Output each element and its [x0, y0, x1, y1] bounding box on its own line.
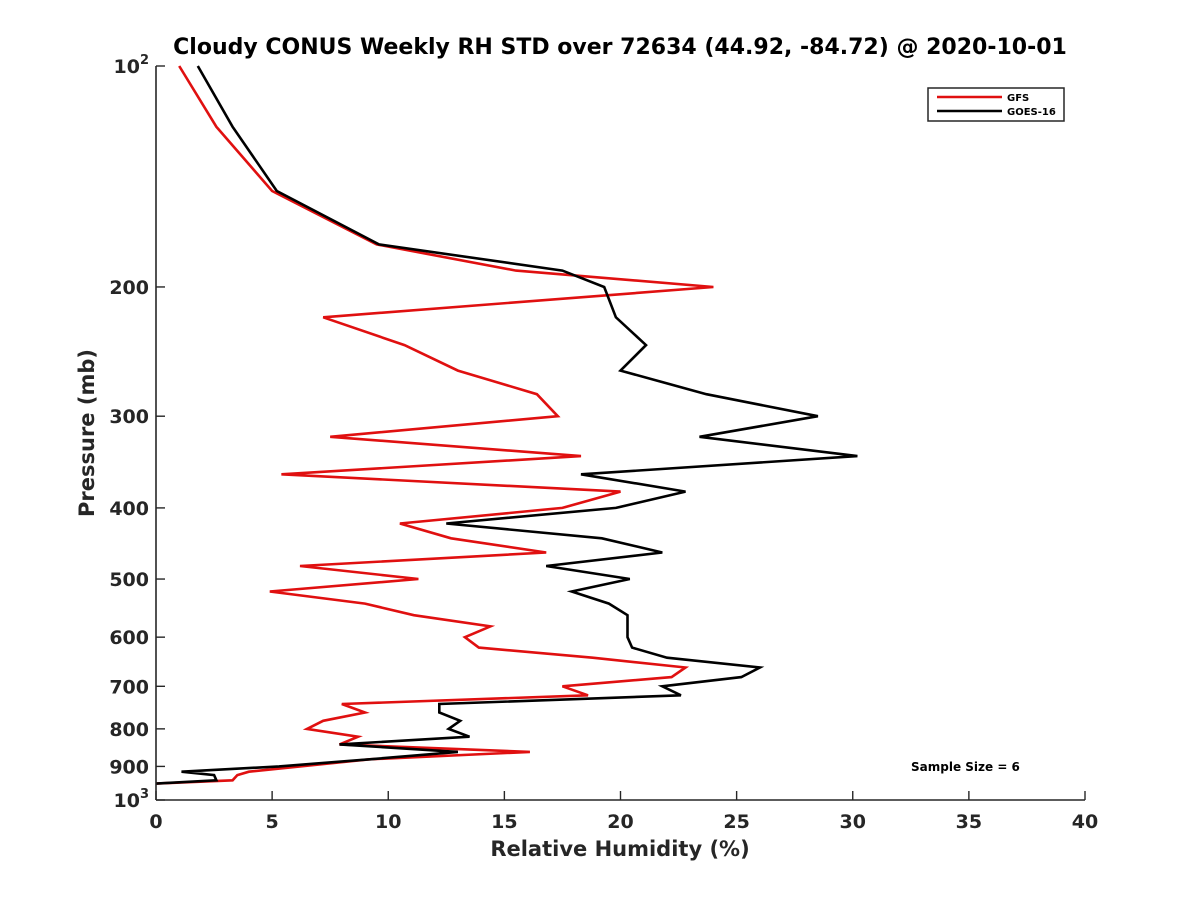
y-tick-label: 500	[109, 569, 149, 591]
y-tick-label: 103	[114, 787, 150, 812]
x-tick-label: 5	[266, 811, 279, 833]
x-tick-label: 35	[956, 811, 982, 833]
ticks-layer: 0 5 10 15 20 25 30 35 40 102 200 300 400 500 600 700 800…	[109, 53, 1098, 833]
x-tick-label: 20	[607, 811, 633, 833]
legend-label-gfs: GFS	[1007, 93, 1029, 104]
legend-label-goes16: GOES-16	[1007, 107, 1056, 118]
plot-area	[156, 66, 1085, 800]
y-tick-label: 102	[114, 53, 150, 78]
legend-box	[927, 87, 1065, 122]
chart-title: Cloudy CONUS Weekly RH STD over 72634 (4…	[173, 35, 1067, 60]
x-tick-label: 0	[149, 811, 162, 833]
series-line-goes16	[155, 65, 858, 785]
x-axis-label: Relative Humidity (%)	[490, 837, 749, 861]
x-tick-label: 25	[723, 811, 749, 833]
y-tick-label: 900	[109, 756, 149, 778]
y-axis-label: Pressure (mb)	[75, 349, 99, 517]
y-tick-label: 800	[109, 719, 149, 741]
legend: GFS GOES-16	[927, 87, 1065, 122]
x-tick-label: 40	[1072, 811, 1098, 833]
y-tick-label: 700	[109, 676, 149, 698]
x-tick-label: 30	[840, 811, 866, 833]
sample-size-annotation: Sample Size = 6	[911, 760, 1020, 774]
x-tick-label: 15	[491, 811, 517, 833]
x-tick-label: 10	[375, 811, 401, 833]
series-layer	[155, 65, 858, 785]
series-line-gfs	[155, 65, 714, 785]
y-tick-label: 400	[109, 498, 149, 520]
y-tick-label: 600	[109, 627, 149, 649]
y-tick-label: 200	[109, 277, 149, 299]
y-tick-label: 300	[109, 406, 149, 428]
